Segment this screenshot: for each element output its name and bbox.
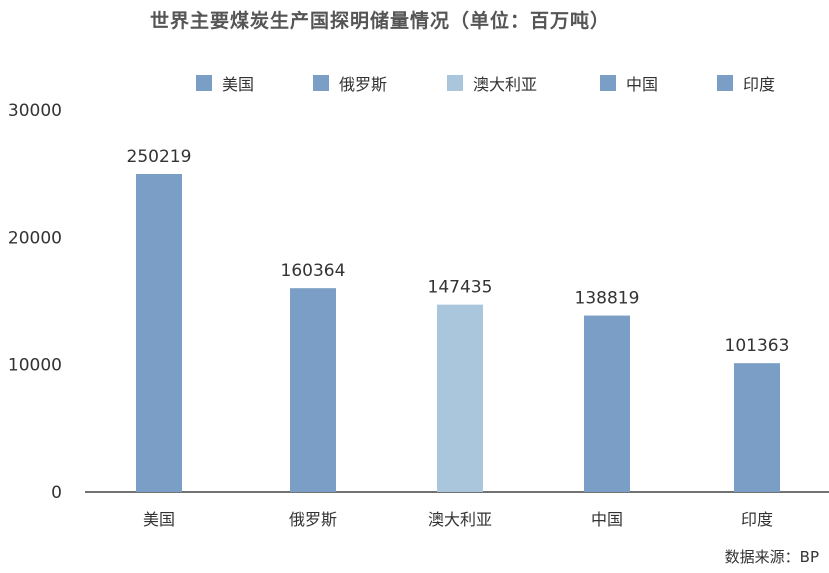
- legend-label: 美国: [222, 75, 254, 94]
- data-label: 250219: [127, 147, 192, 167]
- x-tick-label: 澳大利亚: [428, 510, 492, 529]
- bar: [290, 288, 336, 492]
- bar: [136, 174, 182, 492]
- legend-swatch: [717, 75, 733, 91]
- data-label: 147435: [428, 278, 493, 298]
- x-tick-label: 俄罗斯: [289, 510, 337, 529]
- data-label: 138819: [575, 289, 640, 309]
- x-tick-label: 印度: [741, 510, 773, 529]
- y-tick-label: 30000: [8, 101, 62, 121]
- legend-label: 澳大利亚: [473, 75, 537, 94]
- bar: [437, 304, 483, 492]
- bar: [734, 363, 780, 492]
- legend-swatch: [447, 75, 463, 91]
- y-tick-label: 0: [51, 483, 62, 503]
- legend-label: 印度: [743, 75, 775, 94]
- y-tick-label: 10000: [8, 356, 62, 376]
- source-note: 数据来源：BP: [724, 548, 819, 566]
- y-tick-label: 20000: [8, 228, 62, 248]
- legend-swatch: [600, 75, 616, 91]
- legend-label: 中国: [626, 75, 658, 94]
- chart-title: 世界主要煤炭生产国探明储量情况（单位：百万吨）: [149, 10, 610, 32]
- x-tick-label: 中国: [591, 510, 623, 529]
- data-label: 160364: [281, 261, 346, 281]
- x-tick-label: 美国: [143, 510, 175, 529]
- legend-label: 俄罗斯: [339, 75, 387, 94]
- data-label: 101363: [725, 336, 790, 356]
- bar: [584, 315, 630, 492]
- legend-swatch: [196, 75, 212, 91]
- legend-swatch: [313, 75, 329, 91]
